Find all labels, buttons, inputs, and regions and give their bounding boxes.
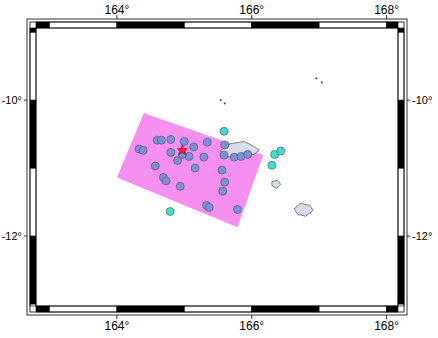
frame-bar [36,22,49,28]
frame-bar [398,100,404,168]
frame-bar [117,306,184,312]
tick [24,100,27,101]
islet [224,102,226,104]
frame-bar [184,22,251,28]
frame-bar [387,22,398,28]
frame-bar [319,306,386,312]
event-point [221,178,229,186]
tick-label: -12° [2,230,22,242]
event-series [166,127,285,215]
tick-label: 166° [239,3,264,17]
map: 164° 164° 166° 166° 168° 168° -10° -10° -12° -12° [0,0,438,338]
frame-bar [30,168,36,236]
plot-area [36,28,398,306]
tick-label: 164° [104,319,129,333]
frame-bar [319,22,386,28]
event-point [219,187,227,195]
frame-bar [49,306,116,312]
event-point [244,150,252,158]
event-point [151,162,159,170]
tick-label: -10° [412,94,432,106]
tick-label: 168° [374,319,399,333]
event-point [167,135,175,143]
event-point [167,148,175,156]
frame-bar [49,22,116,28]
plot-frame [36,28,398,306]
frame-bar [184,306,251,312]
islet [220,99,222,101]
island [272,180,281,188]
event-point [220,127,228,135]
frame-bar [36,306,49,312]
frame-bar [398,236,404,304]
frame-bar [398,28,404,32]
outer-frame [27,19,407,315]
event-point [277,147,285,155]
map-layers [117,77,323,227]
frame-bar [117,22,184,28]
event-point [180,138,188,146]
tick-label: -12° [412,230,432,242]
event-point [157,136,165,144]
event-point [166,208,174,216]
tick-label: -10° [2,94,22,106]
event-point [234,205,242,213]
event-point [221,141,229,149]
event-point [203,138,211,146]
tick [24,235,27,236]
frame-bar [398,32,404,100]
tick-label: 164° [104,3,129,17]
frame-bar [252,306,319,312]
event-point [205,203,213,211]
event-point [139,146,147,154]
frame-bar [30,32,36,100]
event-point [218,166,226,174]
study-region [117,113,263,227]
tick-label: 166° [239,319,264,333]
frame [24,15,410,319]
frame-bar [30,236,36,304]
frame-bar [252,22,319,28]
event-series [135,135,252,213]
frame-bar [30,28,36,32]
event-point [200,153,208,161]
event-point [191,164,199,172]
island [294,203,313,216]
frame-bar [387,306,398,312]
background [0,0,438,338]
tick [407,100,410,101]
frame-bar [30,304,36,306]
frame-bar [398,168,404,236]
islet [315,77,317,79]
event-point [162,177,170,185]
bar-frame [30,22,404,312]
event-point [268,161,276,169]
tick [407,235,410,236]
event-point [176,182,184,190]
tick-label: 168° [374,3,399,17]
frame-bar [30,100,36,168]
epicenter [177,145,187,155]
event-point [220,151,228,159]
frame-bar [398,304,404,306]
event-point [190,143,198,151]
islet [321,81,323,83]
